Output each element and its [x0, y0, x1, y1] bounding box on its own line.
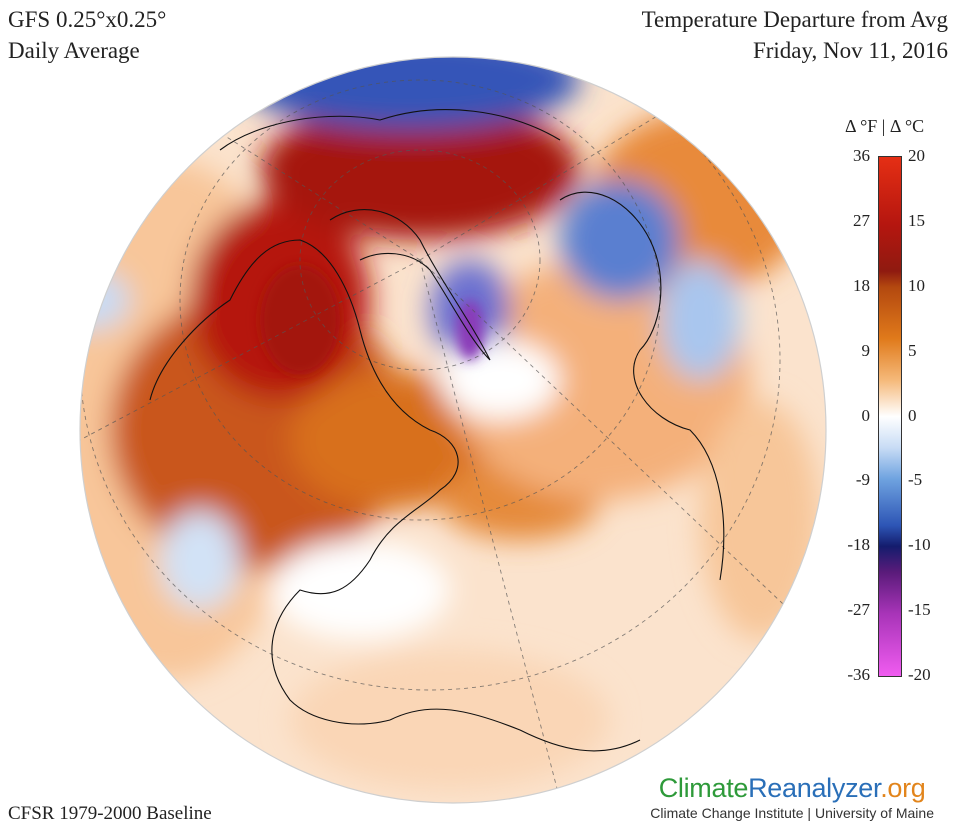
model-info: GFS 0.25°x0.25° Daily Average: [8, 4, 166, 66]
legend-tick-fahrenheit: 18: [853, 275, 870, 295]
region-africa-warm: [700, 400, 820, 640]
logo-wordmark: ClimateReanalyzer.org: [650, 773, 934, 804]
legend-tick-fahrenheit: -27: [847, 600, 870, 620]
map-date: Friday, Nov 11, 2016: [752, 38, 948, 63]
legend-tick-celsius: -15: [908, 600, 931, 620]
legend-tick-celsius: 15: [908, 210, 925, 230]
climate-reanalyzer-logo: ClimateReanalyzer.org Climate Change Ins…: [650, 773, 934, 821]
region-mexico-cool: [160, 510, 240, 610]
logo-subtitle: Climate Change Institute | University of…: [650, 805, 934, 821]
region-europe-cold: [560, 180, 680, 300]
color-scale-bar: [878, 156, 902, 677]
map-title: Temperature Departure from Avg: [641, 7, 948, 32]
legend-tick-fahrenheit: -18: [847, 535, 870, 555]
baseline-note: CFSR 1979-2000 Baseline: [8, 803, 212, 824]
region-canada-core: [260, 265, 340, 375]
logo-part-reanalyzer: Reanalyzer: [748, 773, 881, 803]
legend-tick-fahrenheit: 0: [861, 405, 871, 425]
region-east-warm: [290, 370, 490, 510]
region-baltic-cold: [660, 260, 740, 380]
legend-tick-fahrenheit: 36: [853, 146, 870, 165]
legend-tick-celsius: 0: [908, 405, 917, 425]
graticule: [80, 57, 801, 801]
legend-tick-fahrenheit: -9: [855, 470, 870, 490]
legend-tick-celsius: -20: [908, 665, 931, 684]
region-gulf-neutral: [270, 540, 450, 640]
logo-part-org: .org: [880, 773, 926, 803]
legend-unit-label: Δ °F | Δ °C: [845, 116, 925, 136]
legend-tick-celsius: 20: [908, 146, 925, 165]
map-title-block: Temperature Departure from Avg Friday, N…: [642, 4, 948, 66]
model-resolution: GFS 0.25°x0.25°: [8, 7, 167, 32]
legend-tick-celsius: 10: [908, 275, 925, 295]
legend-tick-celsius: -10: [908, 535, 931, 555]
region-south-warm: [290, 650, 610, 790]
region-pacific-cool: [80, 270, 130, 330]
averaging-period: Daily Average: [8, 38, 140, 63]
logo-part-climate: Climate: [658, 773, 749, 803]
legend-tick-celsius: -5: [908, 470, 923, 490]
legend-tick-fahrenheit: -36: [847, 665, 870, 684]
legend-tick-celsius: 5: [908, 340, 917, 360]
coastlines: [149, 109, 725, 752]
legend-tick-fahrenheit: 27: [853, 210, 870, 230]
region-arctic-hot: [260, 100, 580, 240]
legend-tick-fahrenheit: 9: [861, 340, 871, 360]
